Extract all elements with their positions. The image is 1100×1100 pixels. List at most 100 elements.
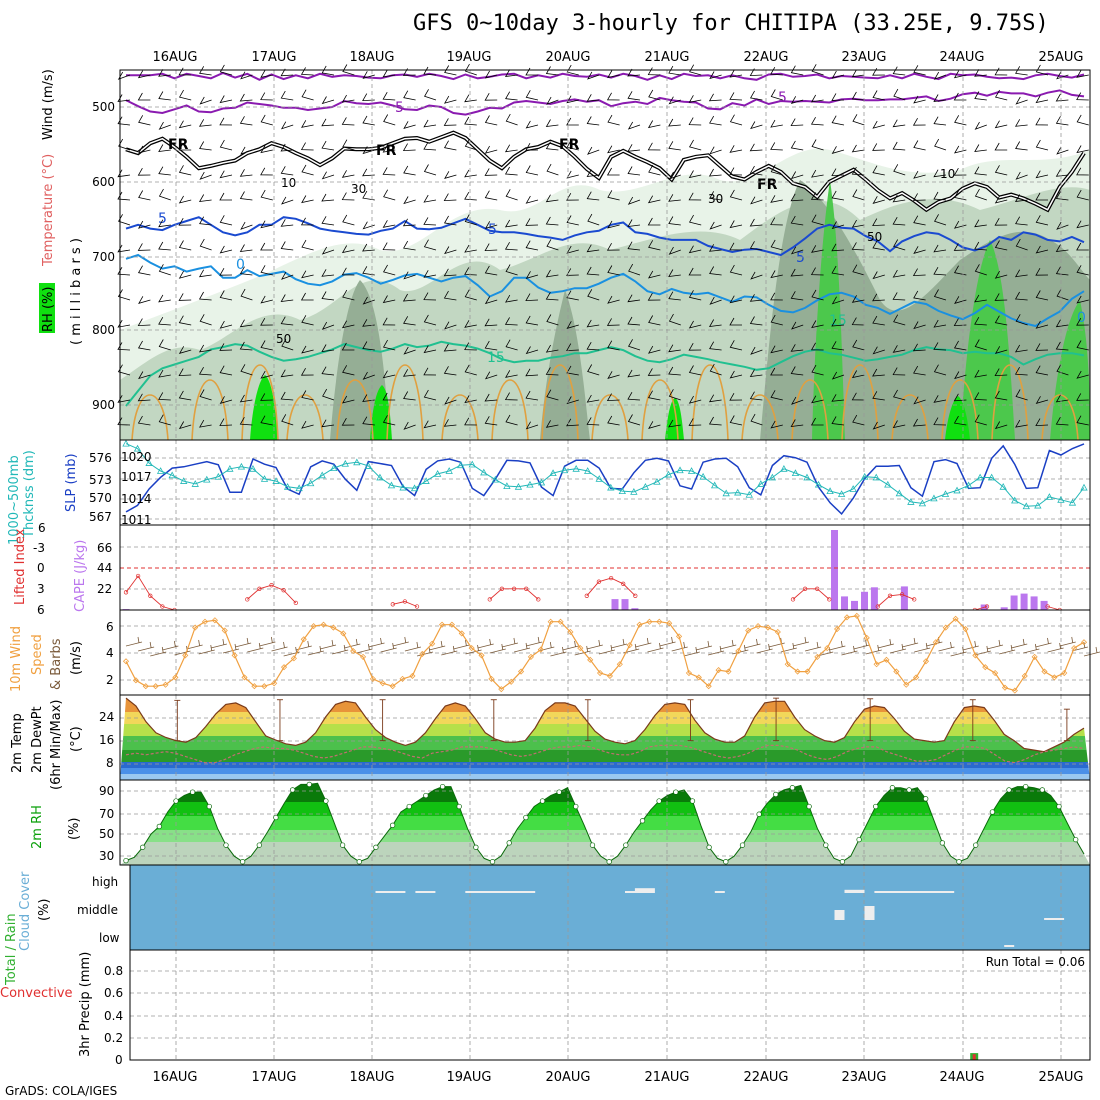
thickness-marker [260,475,269,482]
temp-band-8 [120,762,1090,768]
rh-contour-label: 50 [276,332,291,346]
wind-speed-marker [755,623,762,630]
wind-barb [1076,393,1089,401]
wind-barb [235,637,252,648]
rh-green-plume [960,240,1015,440]
wind-speed-marker [567,628,574,636]
wind-barb [321,246,335,255]
wind-barb [566,215,579,226]
y-tick-label: 600 [92,175,115,189]
rh-marker [473,844,479,850]
temp-tick: 24 [99,710,114,724]
wind-barb [443,290,457,301]
thickness-marker [1080,483,1088,491]
wind-barb [117,71,131,80]
thickness-marker [699,472,707,480]
wind-barb [668,291,681,301]
thickness-marker [341,459,349,467]
wind-barb [280,391,294,401]
wind-barb [628,339,641,351]
wind-barb [271,641,288,652]
thickness-marker [330,464,338,471]
wind-barb [117,244,131,253]
wind-barb [770,390,783,401]
wind-barb [688,320,702,329]
wind-barb [749,218,763,227]
wind-barb [729,370,743,379]
wind-barb [443,193,457,202]
wind-tick: 6 [106,620,114,634]
wind-barb [994,390,1008,401]
wind-barb [566,95,579,104]
rh-contour-label: 30 [351,182,366,196]
thickness-marker [572,464,580,472]
wind-barb [831,221,845,230]
wind-barb [1055,319,1069,328]
wind-barb [729,340,743,351]
temp-band-4 [120,768,1090,774]
wind-barb [648,421,661,429]
li-cape-y-axis: 6 -3 0 3 6 66 44 22 [33,521,112,617]
wind-barb [402,218,416,227]
wind-barb [647,270,661,279]
wind-speed-marker [962,625,969,633]
thickness-marker [814,480,823,488]
wind-barb [851,91,865,101]
wind-speed-marker [1071,645,1078,652]
rh-marker [739,842,746,848]
isotherm-warm-arc [591,394,629,441]
wind-barb [240,221,253,230]
wind-barb [994,120,1008,129]
wind-barb [1035,268,1049,276]
isotherm-label-minus5: 5 [395,100,404,116]
wind-barb [668,96,681,105]
thickness-marker [422,477,430,484]
rh-marker [689,798,696,804]
wind-barb [158,392,171,401]
wind-speed-marker [409,672,416,680]
wind-barb [851,167,865,176]
wind-barb [811,395,824,404]
wind-barb [831,341,845,351]
wind-barb [790,291,804,301]
wind-barb [198,291,212,301]
wind-speed-marker [794,668,801,675]
wind-barb [402,293,416,302]
thickness-marker [664,470,673,478]
wind-barb [158,414,171,426]
lifted-index-marker [802,586,808,591]
date-label: 23AUG [841,1070,886,1085]
wind-barb [281,338,294,351]
wind-barb [1035,215,1049,226]
wind-barb [933,364,947,376]
wind-speed-marker [172,674,179,681]
wind-barb [546,389,559,401]
cloud-block [834,910,845,920]
wind-barb [770,314,783,326]
wind-barb [954,115,967,126]
lifted-index-cape-panel: 6 -3 0 3 6 66 44 22 Lifted Index CAPE (J… [13,521,1091,617]
rh-tick: 70 [99,807,114,821]
isotherm-warm-arc [691,364,729,441]
wind-barb [362,221,375,230]
wind-barb [750,196,763,205]
wind-barb [341,395,355,404]
wind-barb [586,394,600,403]
wind-label: 10m Wind [9,626,24,692]
thickness-slp-panel: 576 573 570 567 1020 1017 1014 1011 1000… [7,439,1091,545]
wind-barb [974,317,987,326]
wind-barb [525,218,539,226]
wind-barb [790,246,804,255]
wind-barb [709,266,722,276]
wind-barb [708,93,722,102]
wind-barb [851,144,865,153]
temperature-y-axis: 24 16 8 [99,710,114,770]
wind-speed-marker [537,646,544,653]
upper-wind-barbs [117,63,1089,430]
wind-barb [382,317,396,326]
wind-barb [505,370,518,378]
wind-speed-marker [211,617,218,624]
wind-barb [505,189,518,201]
wind-speed-marker [616,661,623,668]
li-tick: 6 [37,603,45,617]
